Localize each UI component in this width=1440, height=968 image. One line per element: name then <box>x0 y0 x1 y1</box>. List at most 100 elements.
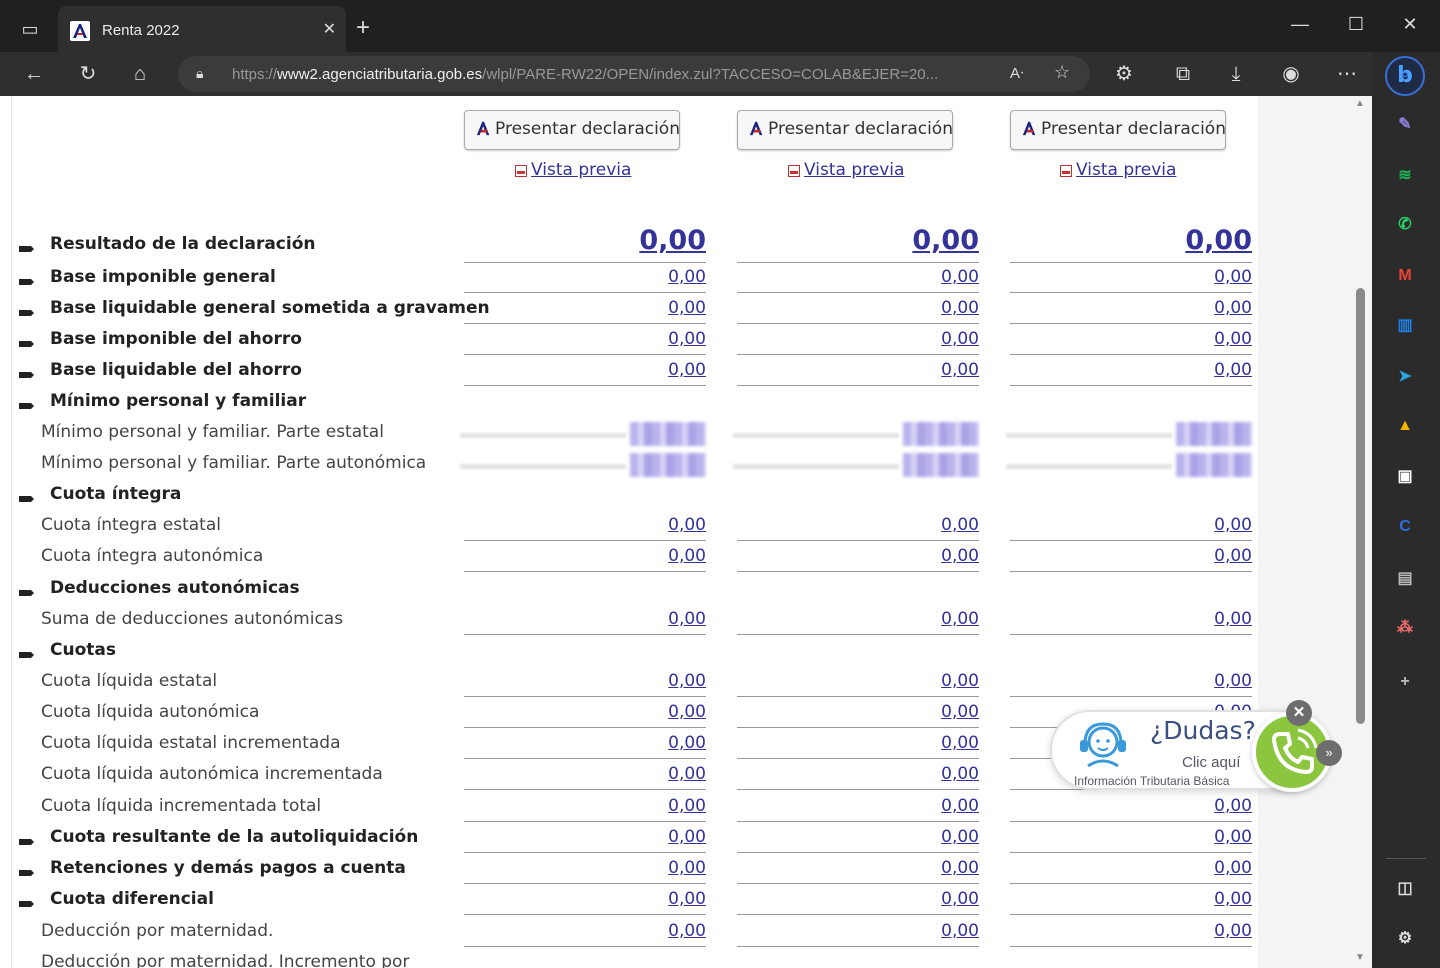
spotify-icon[interactable]: ≋ <box>1398 167 1412 184</box>
scroll-down-icon[interactable]: ▼ <box>1355 952 1365 963</box>
value-link[interactable]: 0,00 <box>464 543 706 572</box>
present-declaration-button[interactable]: Presentar declaración <box>1010 110 1226 150</box>
preview-link[interactable]: Vista previa <box>515 160 631 180</box>
value-link[interactable]: 0,00 <box>464 512 706 541</box>
notion-icon[interactable]: ▣ <box>1397 468 1413 485</box>
value-link[interactable]: 0,00 <box>737 326 979 355</box>
compose-icon[interactable]: ✎ <box>1398 116 1412 133</box>
value-link[interactable]: 0,00 <box>464 357 706 386</box>
present-declaration-button[interactable]: Presentar declaración <box>464 110 680 150</box>
value-link[interactable]: 0,00 <box>737 357 979 386</box>
preview-link[interactable]: Vista previa <box>1060 160 1176 180</box>
value-link[interactable]: 0,00 <box>1010 668 1252 697</box>
collapse-toggle-icon[interactable] <box>18 240 35 252</box>
downloads-icon[interactable]: ⤓ <box>1231 63 1241 85</box>
value-link[interactable]: 0,00 <box>737 512 979 541</box>
value-link[interactable]: 0,00 <box>1010 543 1252 572</box>
value-link[interactable]: 0,00 <box>737 886 979 915</box>
trello-icon[interactable]: ▥ <box>1397 317 1413 334</box>
collapse-toggle-icon[interactable] <box>18 273 35 285</box>
favorite-icon[interactable]: ☆ <box>1054 62 1071 82</box>
collections-icon[interactable]: ⧉ <box>1175 63 1191 85</box>
copilot-icon[interactable]: b <box>1385 56 1425 96</box>
value-link[interactable]: 0,00 <box>464 668 706 697</box>
value-link[interactable]: 0,00 <box>464 855 706 884</box>
value-link[interactable]: 0,00 <box>1010 225 1252 263</box>
vertical-scrollbar[interactable]: ▲ ▼ <box>1350 96 1372 968</box>
read-aloud-icon[interactable]: Aᐧ <box>1010 65 1024 82</box>
extensions-icon[interactable]: ⚙ <box>1115 63 1133 85</box>
telegram-icon[interactable]: ➤ <box>1398 368 1412 385</box>
collapse-toggle-icon[interactable] <box>18 304 35 316</box>
value-link[interactable]: 0,00 <box>1010 326 1252 355</box>
reload-icon[interactable]: ↻ <box>79 63 97 85</box>
value-link[interactable]: 0,00 <box>1010 918 1252 947</box>
value-link[interactable]: 0,00 <box>1010 824 1252 853</box>
value-link[interactable]: 0,00 <box>737 225 979 263</box>
collapse-toggle-icon[interactable] <box>18 335 35 347</box>
new-tab-icon[interactable]: + <box>356 14 371 41</box>
home-icon[interactable]: ⌂ <box>133 63 147 85</box>
whatsapp-icon[interactable]: ✆ <box>1398 216 1412 233</box>
value-link[interactable]: 0,00 <box>1010 606 1252 635</box>
sidebar-toggle-icon[interactable]: ◫ <box>1397 880 1413 897</box>
value-link[interactable]: 0,00 <box>1010 886 1252 915</box>
settings-icon[interactable]: ⚙ <box>1397 930 1413 947</box>
address-bar[interactable]: 🔒︎ https://www2.agenciatributaria.gob.es… <box>178 56 1090 92</box>
preview-link[interactable]: Vista previa <box>788 160 904 180</box>
value-link[interactable]: 0,00 <box>464 886 706 915</box>
scroll-up-icon[interactable]: ▲ <box>1355 98 1365 109</box>
window-close-icon[interactable]: ✕ <box>1402 14 1418 34</box>
collapse-toggle-icon[interactable] <box>18 833 35 845</box>
collapse-toggle-icon[interactable] <box>18 895 35 907</box>
value-link[interactable]: 0,00 <box>464 295 706 324</box>
value-link[interactable]: 0,00 <box>737 264 979 293</box>
clipboard-icon[interactable]: ▤ <box>1397 570 1413 587</box>
value-link[interactable]: 0,00 <box>737 730 979 759</box>
value-link[interactable]: 0,00 <box>464 730 706 759</box>
value-link[interactable]: 0,00 <box>737 668 979 697</box>
value-link[interactable]: 0,00 <box>737 918 979 947</box>
collapse-toggle-icon[interactable] <box>18 864 35 876</box>
value-link[interactable]: 0,00 <box>464 918 706 947</box>
profile-avatar[interactable]: ◉ <box>1282 63 1300 85</box>
value-link[interactable]: 0,00 <box>737 761 979 790</box>
add-icon[interactable]: + <box>1400 673 1410 690</box>
value-link[interactable]: 0,00 <box>1010 512 1252 541</box>
collapse-toggle-icon[interactable] <box>18 366 35 378</box>
present-declaration-button[interactable]: Presentar declaración <box>737 110 953 150</box>
value-link[interactable]: 0,00 <box>737 793 979 822</box>
value-link[interactable]: 0,00 <box>464 225 706 263</box>
value-link[interactable]: 0,00 <box>1010 357 1252 386</box>
value-link[interactable]: 0,00 <box>737 295 979 324</box>
collapse-toggle-icon[interactable] <box>18 397 35 409</box>
search-icon[interactable]: ⌕ <box>1400 66 1410 83</box>
value-link[interactable]: 0,00 <box>737 606 979 635</box>
asana-icon[interactable]: ⁂ <box>1397 619 1413 636</box>
value-link[interactable]: 0,00 <box>464 264 706 293</box>
back-icon[interactable]: ← <box>24 63 44 85</box>
gmail-icon[interactable]: M <box>1398 267 1412 284</box>
close-help-icon[interactable]: ✕ <box>1286 700 1312 726</box>
collapse-toggle-icon[interactable] <box>18 646 35 658</box>
url-text[interactable]: https://www2.agenciatributaria.gob.es/wl… <box>232 66 939 83</box>
canva-icon[interactable]: C <box>1399 518 1411 535</box>
collapse-toggle-icon[interactable] <box>18 490 35 502</box>
value-link[interactable]: 0,00 <box>464 699 706 728</box>
scroll-thumb[interactable] <box>1356 288 1365 724</box>
value-link[interactable]: 0,00 <box>737 543 979 572</box>
value-link[interactable]: 0,00 <box>464 793 706 822</box>
expand-help-icon[interactable]: » <box>1316 740 1342 766</box>
collapse-toggle-icon[interactable] <box>18 584 35 596</box>
lock-icon[interactable]: 🔒︎ <box>196 65 204 81</box>
value-link[interactable]: 0,00 <box>464 606 706 635</box>
value-link[interactable]: 0,00 <box>737 824 979 853</box>
close-tab-icon[interactable]: ✕ <box>322 21 336 38</box>
value-link[interactable]: 0,00 <box>1010 264 1252 293</box>
maximize-icon[interactable]: ☐ <box>1347 14 1365 34</box>
value-link[interactable]: 0,00 <box>464 761 706 790</box>
menu-icon[interactable]: ⋯ <box>1337 63 1357 85</box>
tab-actions-icon[interactable]: ▭ <box>21 19 39 39</box>
value-link[interactable]: 0,00 <box>464 824 706 853</box>
value-link[interactable]: 0,00 <box>1010 793 1252 822</box>
